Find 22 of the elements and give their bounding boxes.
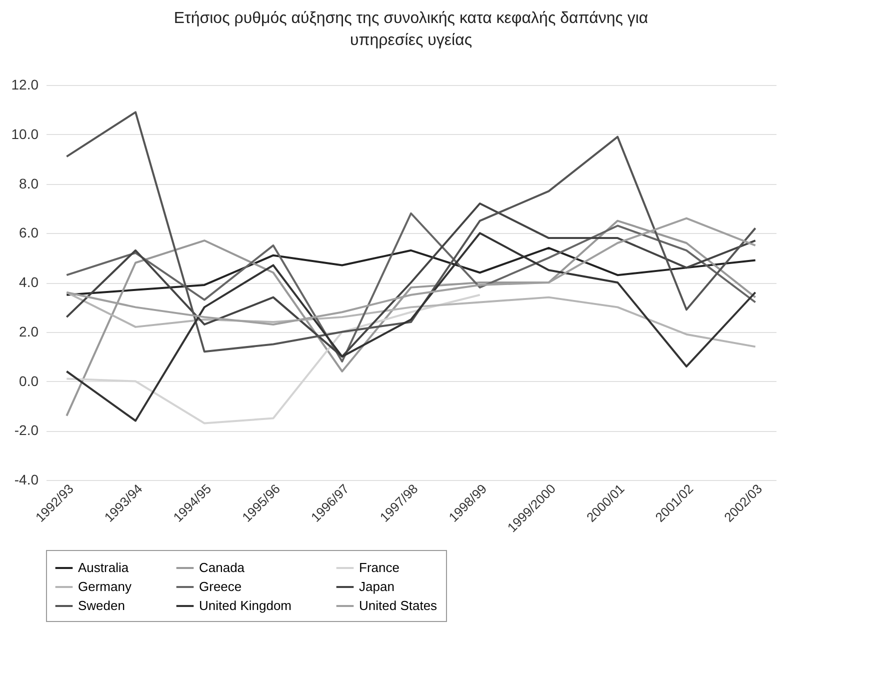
y-tick-label: 12.0 bbox=[11, 76, 39, 92]
legend-label: France bbox=[359, 560, 400, 575]
legend-label: Japan bbox=[359, 579, 394, 594]
legend-label: Sweden bbox=[78, 598, 125, 613]
y-tick-label: 2.0 bbox=[19, 323, 39, 340]
y-tick-label: -2.0 bbox=[14, 422, 39, 438]
legend-label: United Kingdom bbox=[199, 598, 292, 613]
legend-label: Canada bbox=[199, 560, 246, 575]
y-tick-label: 8.0 bbox=[19, 175, 39, 192]
y-tick-label: 6.0 bbox=[19, 224, 39, 241]
line-series bbox=[66, 246, 756, 296]
y-tick-label: -4.0 bbox=[14, 472, 39, 488]
legend-label: Germany bbox=[78, 579, 132, 594]
legend-label: Greece bbox=[199, 579, 242, 594]
chart-title: Ετήσιος ρυθμός αύξησης της συνολικής κατα κεφαλής δαπάνης για υπηρεσίες υγείας bbox=[174, 10, 648, 49]
line-series bbox=[66, 291, 756, 348]
y-tick-label: 4.0 bbox=[19, 274, 39, 290]
legend-label: United States bbox=[359, 598, 438, 613]
line-series bbox=[66, 111, 756, 353]
legend-label: Australia bbox=[78, 560, 130, 575]
y-tick-label: 10.0 bbox=[11, 126, 39, 142]
y-tick-label: 0.0 bbox=[19, 372, 39, 389]
